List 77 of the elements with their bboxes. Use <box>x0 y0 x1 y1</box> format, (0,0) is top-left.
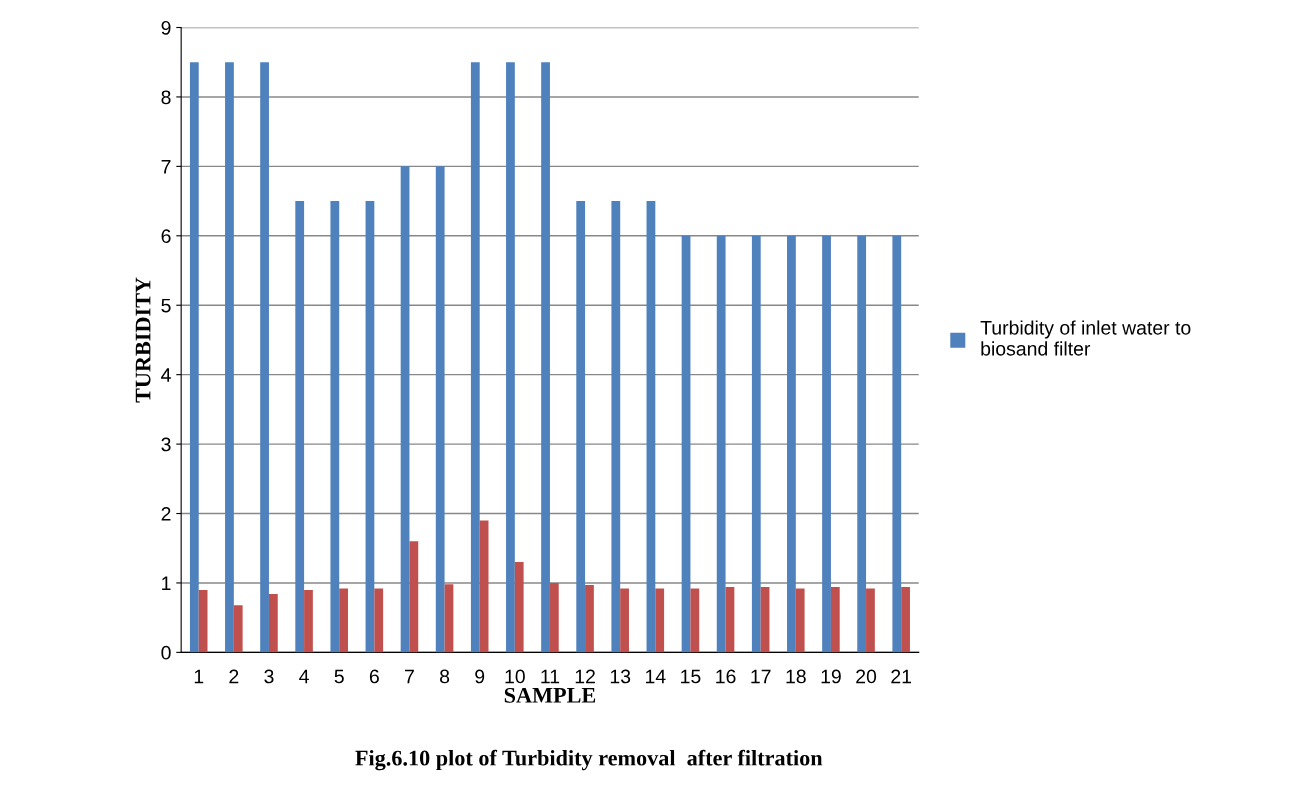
y-tick-label: 0 <box>161 645 171 660</box>
y-tick-label: 8 <box>161 90 171 105</box>
y-tick-label: 1 <box>162 576 171 590</box>
x-tick-label: 15 <box>681 669 701 684</box>
bar <box>576 201 586 653</box>
bar <box>866 588 875 653</box>
bar <box>189 62 199 653</box>
bar <box>435 166 445 653</box>
x-tick-label: 4 <box>299 669 309 684</box>
bar <box>470 62 480 653</box>
bar <box>400 166 410 653</box>
bar <box>374 588 384 653</box>
x-tick-label: 2 <box>229 669 239 684</box>
x-tick-label: 1 <box>194 669 204 684</box>
bar <box>620 588 629 653</box>
x-tick-label: 18 <box>786 669 806 684</box>
bar <box>857 235 867 653</box>
text: Fig.6.10 plot of Turbidity removal after filtration <box>355 749 823 771</box>
bar <box>304 589 313 653</box>
bar <box>646 201 656 653</box>
y-tick-label: 4 <box>161 368 171 382</box>
y-tick-label: 7 <box>161 160 171 174</box>
x-tick-label: 13 <box>610 669 631 684</box>
y-tick-label: 5 <box>161 298 171 313</box>
x-tick-label: 21 <box>891 669 912 684</box>
y-axis-title: TURBIDITY <box>135 277 151 403</box>
bar <box>716 235 726 653</box>
bar <box>822 235 831 653</box>
bar <box>233 605 243 653</box>
bar <box>892 235 902 653</box>
bar <box>549 582 559 653</box>
y-tick-label: 9 <box>161 20 171 35</box>
x-tick-label: 5 <box>334 669 344 684</box>
x-tick-label: 9 <box>475 669 485 684</box>
bar <box>365 201 375 653</box>
bar <box>690 588 700 653</box>
bar <box>795 588 805 653</box>
bar <box>611 201 621 653</box>
bar <box>681 235 691 653</box>
bar <box>330 201 340 653</box>
x-tick-label: 7 <box>405 669 414 684</box>
x-tick-label: 16 <box>716 669 736 684</box>
bar <box>479 520 489 653</box>
bar <box>198 589 208 653</box>
x-tick-label: 19 <box>821 669 841 684</box>
legend-label: Turbidity of inlet water to biosand filter <box>980 320 1191 356</box>
y-tick-label: 6 <box>161 229 171 244</box>
bar <box>506 62 515 653</box>
x-tick-label: 3 <box>264 669 274 684</box>
bar <box>444 584 454 653</box>
bar <box>225 62 234 653</box>
bar <box>339 588 348 653</box>
x-tick-label: 10 <box>505 669 525 684</box>
bar <box>725 587 735 653</box>
x-tick-label: 14 <box>645 669 666 684</box>
bar <box>901 587 910 653</box>
bar <box>268 594 278 653</box>
bar <box>260 62 269 653</box>
x-tick-label: 6 <box>369 669 379 684</box>
y-tick-label: 3 <box>161 437 171 452</box>
x-tick-label: 8 <box>440 669 450 684</box>
x-tick-label: 12 <box>575 669 595 684</box>
bar <box>830 587 840 653</box>
bar <box>751 235 761 653</box>
bar <box>409 541 419 653</box>
x-axis-title: SAMPLE <box>504 687 596 703</box>
bar <box>514 562 524 653</box>
bar <box>541 62 550 653</box>
bar <box>760 587 770 653</box>
x-tick-label: 17 <box>751 669 771 684</box>
bar <box>787 235 796 653</box>
bar <box>655 588 665 653</box>
bar <box>295 201 305 653</box>
x-tick-label: 11 <box>541 669 560 684</box>
bar <box>585 585 594 653</box>
x-tick-label: 20 <box>856 669 877 684</box>
y-tick-label: 2 <box>161 506 171 521</box>
